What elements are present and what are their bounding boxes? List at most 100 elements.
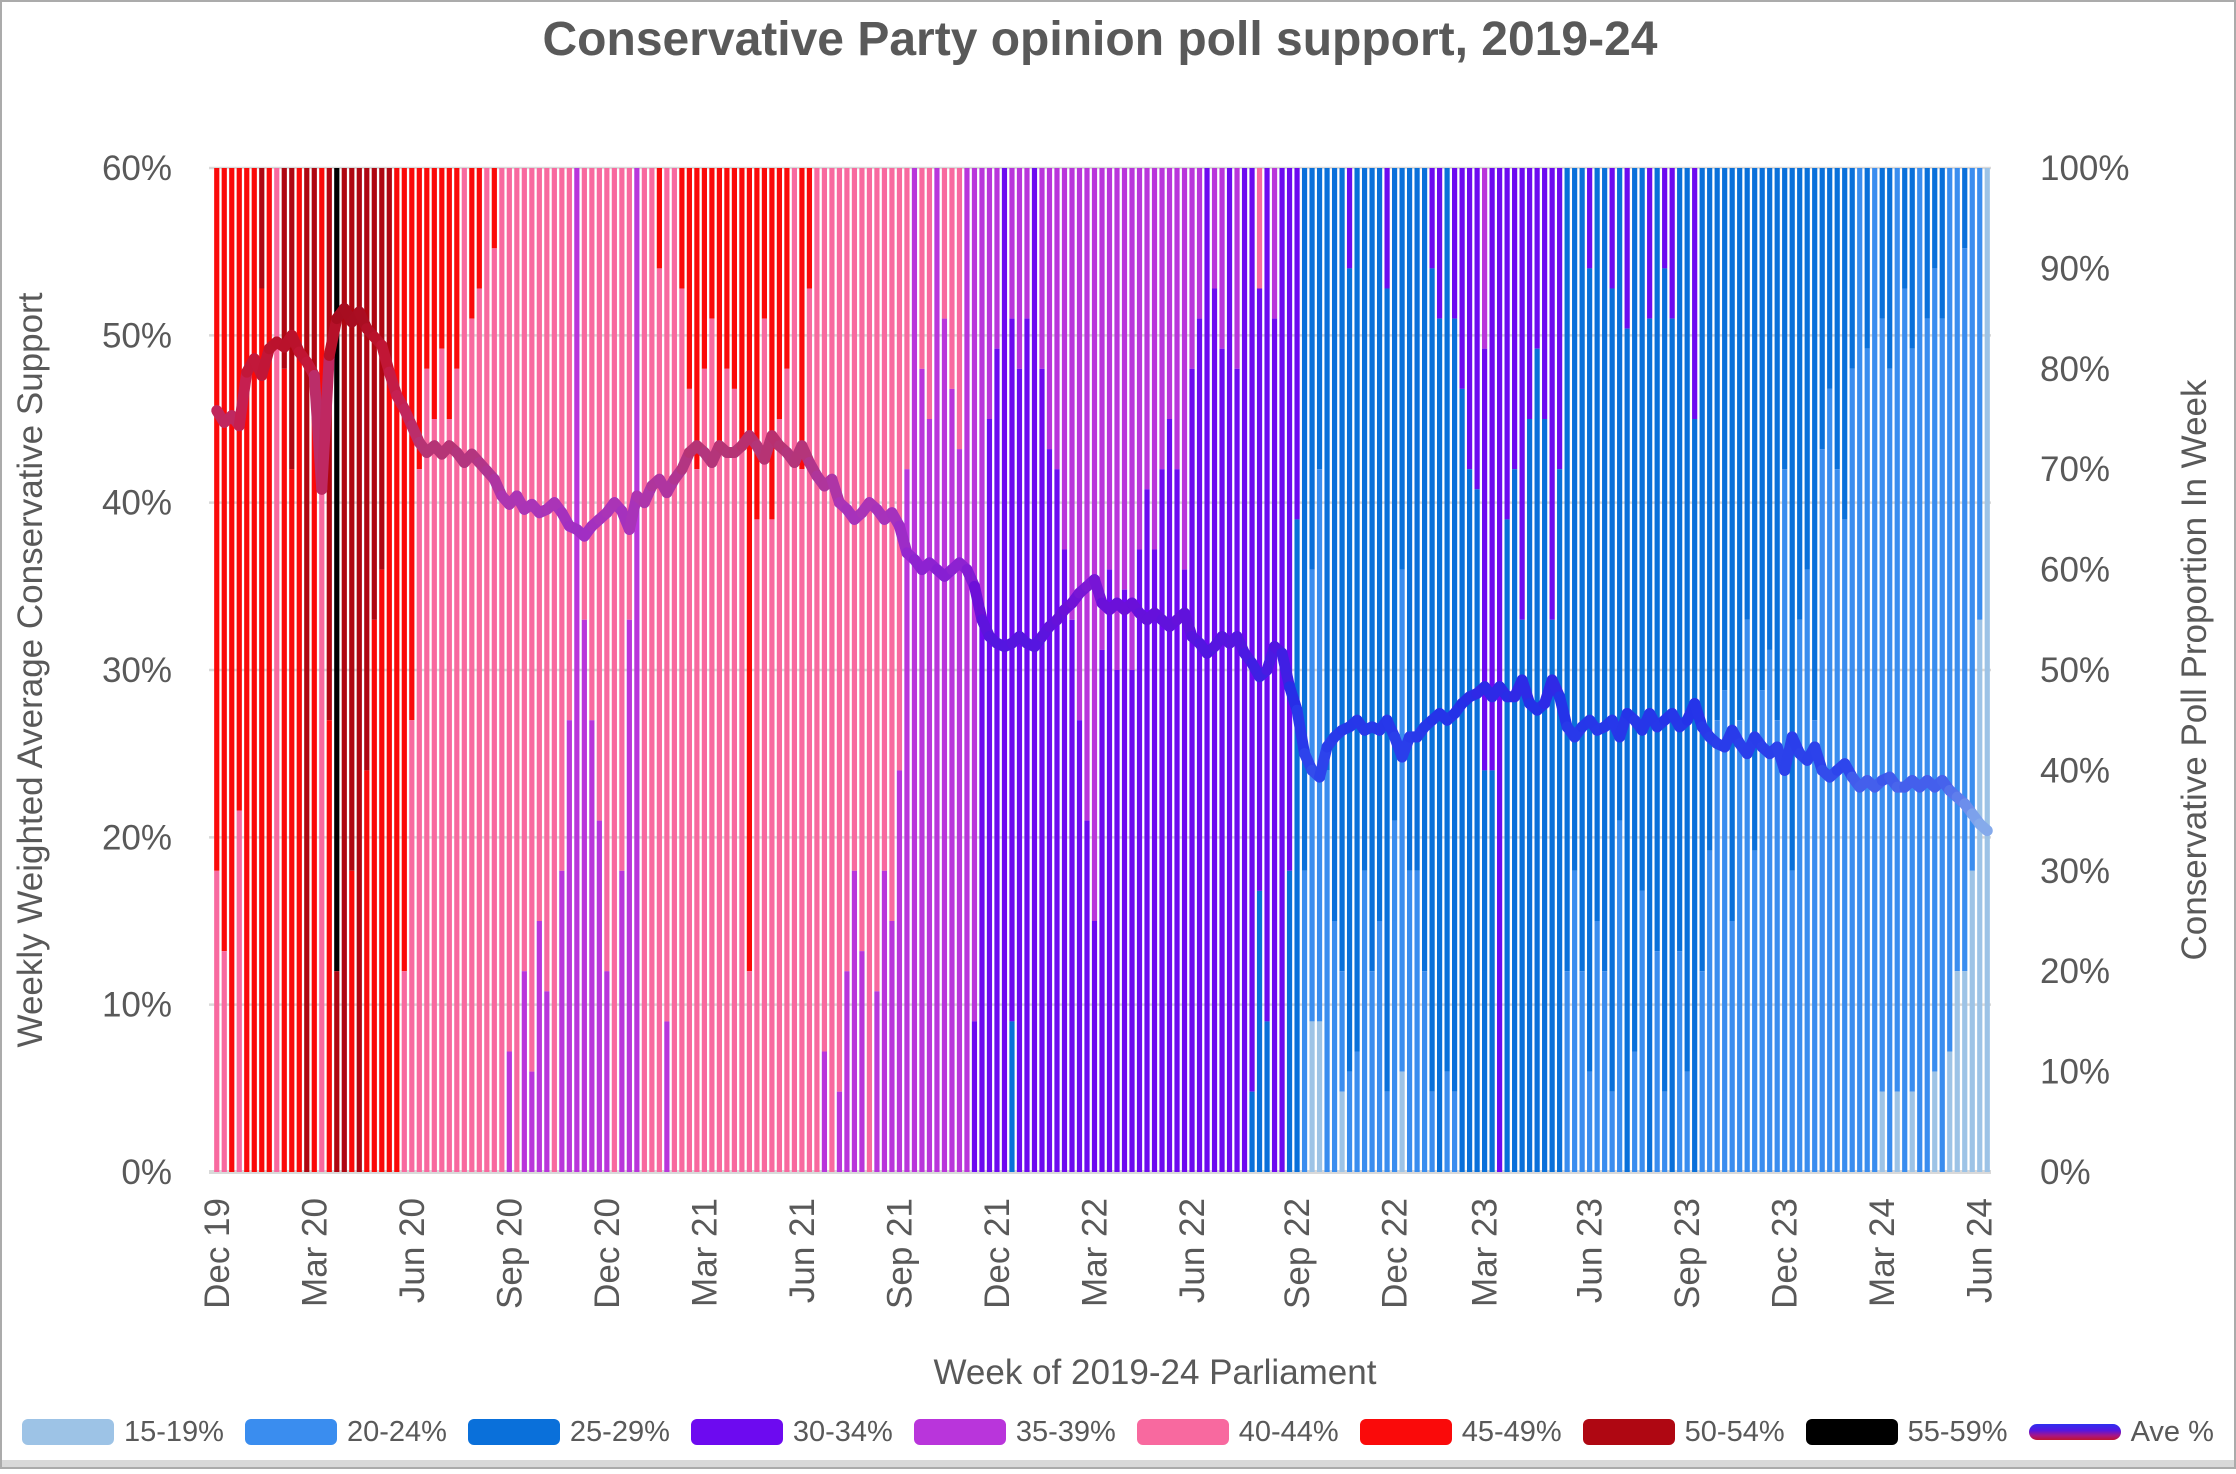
poll-band-segment: [1444, 168, 1450, 1072]
poll-band-segment: [1939, 168, 1945, 319]
band-swatch: [913, 1419, 1006, 1445]
poll-band-segment: [1301, 870, 1308, 1172]
poll-band-segment: [1602, 971, 1608, 1172]
poll-band-segment: [1677, 168, 1683, 952]
poll-band-segment: [484, 168, 490, 1172]
poll-band-segment: [1339, 1091, 1345, 1172]
poll-band-segment: [1984, 168, 1990, 1172]
poll-band-segment: [761, 318, 768, 1173]
poll-band-segment: [746, 971, 753, 1172]
poll-band-segment: [1789, 870, 1795, 1172]
poll-band-segment: [814, 168, 820, 1172]
poll-band-segment: [529, 168, 535, 1072]
poll-band-segment: [1076, 720, 1083, 1172]
poll-band-segment: [439, 348, 445, 1173]
poll-band-segment: [311, 168, 317, 419]
poll-band-segment: [1969, 168, 1975, 871]
poll-band-segment: [709, 318, 715, 1173]
poll-band-segment: [1692, 168, 1698, 419]
poll-band-segment: [1669, 168, 1675, 319]
poll-band-segment: [1887, 168, 1893, 369]
poll-band-segment: [1707, 850, 1713, 1172]
poll-band-segment: [679, 168, 685, 289]
poll-band-segment: [806, 168, 813, 289]
poll-band-segment: [1099, 168, 1105, 650]
poll-band-segment: [431, 419, 437, 1172]
poll-band-segment: [364, 168, 370, 771]
average-support-line: [211, 303, 1993, 837]
poll-band-segment: [1497, 168, 1503, 1172]
legend-item-25-29-: 25-29%: [467, 1416, 670, 1449]
poll-band-segment: [1527, 168, 1533, 419]
poll-band-segment: [1294, 519, 1300, 1172]
poll-band-segment: [1662, 268, 1668, 1092]
band-swatch: [244, 1419, 337, 1445]
poll-band-segment: [904, 469, 910, 1172]
poll-band-segment: [379, 569, 385, 1172]
band-swatch: [1136, 1419, 1229, 1445]
poll-band-segment: [1647, 168, 1653, 319]
poll-band-segment: [1121, 168, 1128, 590]
poll-band-segment: [634, 168, 640, 1172]
poll-band-segment: [1384, 1091, 1390, 1172]
poll-band-segment: [1256, 168, 1263, 289]
poll-band-segment: [326, 720, 332, 1172]
poll-band-segment: [581, 619, 587, 1172]
poll-band-segment: [1324, 770, 1330, 1172]
poll-band-segment: [551, 168, 557, 1172]
poll-band-segment: [514, 168, 520, 1172]
poll-band-segment: [1294, 168, 1300, 520]
right-axis-tick: 40%: [2040, 751, 2110, 790]
poll-band-segment: [386, 168, 392, 369]
poll-band-segment: [259, 168, 265, 289]
poll-band-segment: [1947, 1051, 1953, 1172]
poll-band-segment: [1024, 318, 1030, 1173]
poll-band-segment: [1962, 971, 1968, 1172]
poll-band-segment: [934, 168, 940, 1172]
x-axis-tick: Jun 22: [1173, 1198, 1212, 1303]
poll-band-segment: [799, 168, 805, 470]
poll-band-segment: [926, 419, 933, 1172]
poll-band-segment: [1174, 469, 1180, 1172]
poll-band-segment: [1797, 619, 1803, 1172]
poll-band-segment: [596, 820, 602, 1172]
right-axis-title: Conservative Poll Proportion In Week: [2175, 379, 2214, 961]
poll-band-segment: [1797, 168, 1803, 620]
poll-band-segment: [1144, 168, 1150, 490]
poll-band-segment: [1489, 168, 1495, 771]
poll-band-segment: [356, 168, 362, 1172]
poll-band-segment: [476, 288, 482, 1173]
poll-band-segment: [1016, 368, 1023, 1172]
poll-band-segment: [416, 469, 422, 1172]
poll-band-segment: [746, 168, 753, 972]
ave-line-swatch: [2028, 1424, 2121, 1440]
poll-band-segment: [1872, 168, 1878, 1172]
poll-band-segment: [439, 168, 445, 349]
poll-band-segment: [769, 519, 775, 1172]
poll-band-segment: [1219, 348, 1225, 1173]
window-bottom-strip: [0, 1460, 2236, 1469]
poll-band-segment: [1842, 168, 1848, 520]
poll-band-segment: [521, 168, 527, 972]
poll-band-segment: [1444, 1071, 1450, 1172]
left-axis-title: Weekly Weighted Average Conservative Sup…: [11, 292, 50, 1047]
legend-label: 45-49%: [1461, 1415, 1562, 1448]
poll-band-segment: [1557, 469, 1563, 1172]
poll-band-segment: [1557, 168, 1563, 470]
poll-band-segment: [386, 368, 392, 1172]
poll-band-segment: [979, 168, 985, 620]
poll-band-segment: [1864, 348, 1870, 1173]
x-axis-tick: Dec 19: [198, 1198, 237, 1309]
poll-band-segment: [401, 168, 407, 972]
poll-band-segment: [679, 288, 685, 1173]
poll-band-segment: [694, 469, 700, 1172]
poll-band-segment: [1099, 649, 1105, 1172]
poll-band-segment: [1376, 921, 1383, 1172]
poll-band-segment: [1039, 168, 1045, 369]
poll-band-segment: [1467, 469, 1473, 1172]
poll-band-segment: [1399, 1071, 1405, 1172]
poll-band-segment: [821, 1051, 828, 1172]
poll-band-segment: [1316, 469, 1323, 1022]
x-axis-tick: Sep 22: [1278, 1198, 1317, 1309]
poll-band-segment: [1879, 1091, 1885, 1172]
